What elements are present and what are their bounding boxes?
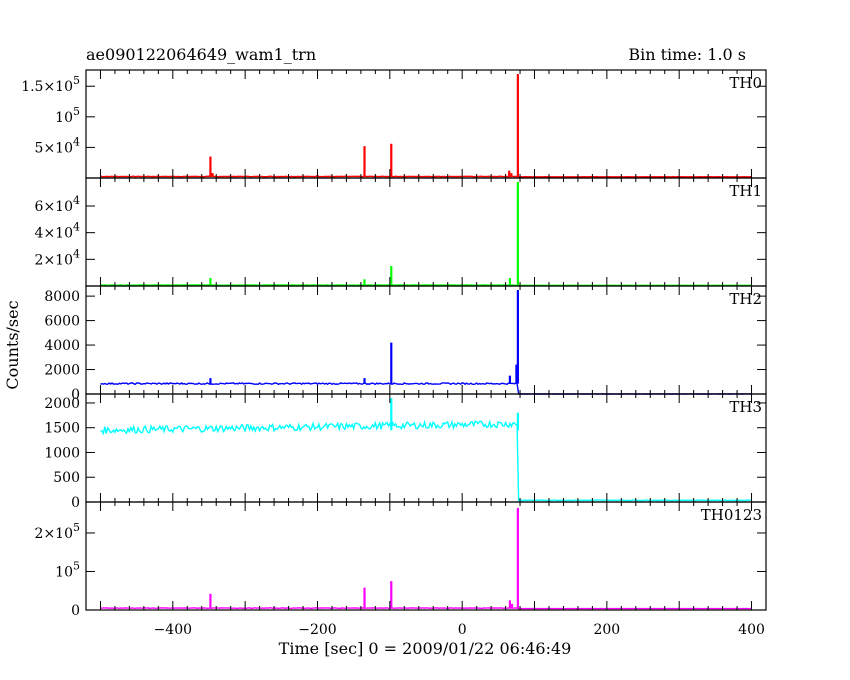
series-line-th0123 <box>100 607 752 610</box>
y-tick-label: 0 <box>71 603 80 619</box>
y-tick-label: 2000 <box>44 363 80 379</box>
y-tick-label: 1000 <box>44 445 80 461</box>
x-tick-label: 0 <box>458 622 467 638</box>
y-tick-label: 500 <box>53 470 80 486</box>
y-tick-label: 6000 <box>44 314 80 330</box>
y-tick-label: 0 <box>71 387 80 403</box>
y-tick-label: 1500 <box>44 421 80 437</box>
y-tick-label: 105 <box>55 105 80 126</box>
y-axis-label: Counts/sec <box>3 300 22 389</box>
series-line-th2 <box>100 382 752 395</box>
y-tick-label: 4000 <box>44 338 80 354</box>
panel-frame <box>85 177 767 287</box>
y-tick-label: 8000 <box>44 289 80 305</box>
panel-frame <box>85 69 767 179</box>
channel-label: TH0 <box>729 74 762 92</box>
channel-label: TH0123 <box>701 506 762 524</box>
x-axis-label: Time [sec] 0 = 2009/01/22 06:46:49 <box>279 639 572 658</box>
bin-time-label: Bin time: 1.0 s <box>628 45 746 64</box>
x-tick-label: 400 <box>738 622 765 638</box>
panel-frame <box>85 501 767 611</box>
panel-th0123: 0 105 2×105 TH0123 <box>35 501 767 619</box>
channel-label: TH3 <box>729 398 762 416</box>
y-tick-label: 0 <box>71 495 80 511</box>
panel-th3: 0 500 1000 1500 2000 TH3 <box>44 393 767 511</box>
series-line-th3 <box>100 419 752 502</box>
y-tick-label: 4×104 <box>35 221 80 242</box>
channel-label: TH2 <box>729 290 762 308</box>
x-tick-label: −400 <box>154 622 192 638</box>
panel-frame <box>85 285 767 395</box>
y-tick-label: 2×105 <box>35 521 80 542</box>
y-tick-label: 2×104 <box>35 247 80 268</box>
y-tick-label: 105 <box>55 559 80 580</box>
panel-th2: 0 2000 4000 6000 8000 TH2 <box>44 285 767 403</box>
y-tick-label: 5×104 <box>35 135 80 156</box>
panel-frame <box>85 393 767 503</box>
channel-label: TH1 <box>729 182 762 200</box>
y-tick-label: 1.5×105 <box>21 74 80 95</box>
panel-th1: 2×104 4×104 6×104 TH1 <box>35 177 767 287</box>
series-line-th0 <box>100 175 752 178</box>
plot-title: ae090122064649_wam1_trn <box>86 45 316 64</box>
x-tick-label: −200 <box>298 622 336 638</box>
panel-th0: 5×104 105 1.5×105 TH0 <box>21 69 767 179</box>
y-tick-label: 6×104 <box>35 194 80 215</box>
y-tick-label: 2000 <box>44 396 80 412</box>
x-tick-label: 200 <box>593 622 620 638</box>
